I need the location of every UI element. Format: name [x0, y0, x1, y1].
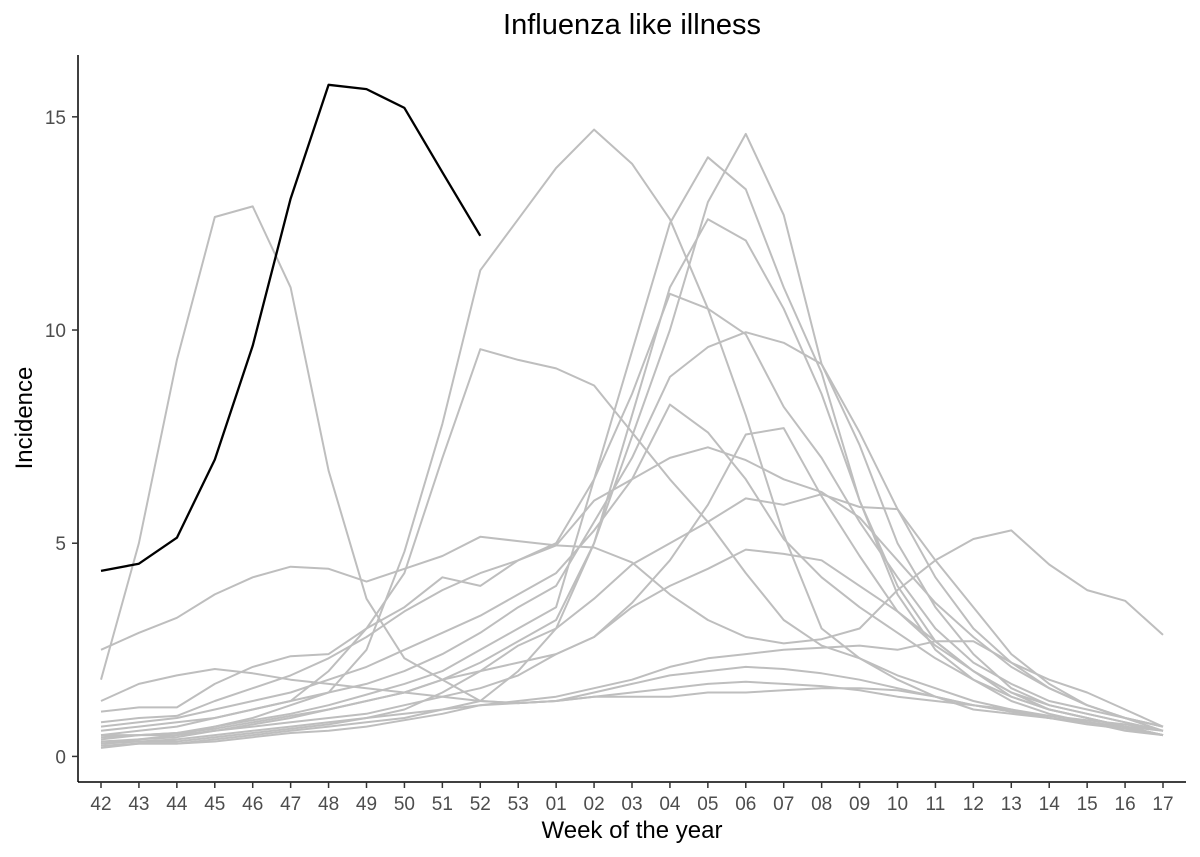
x-tick-label: 53	[508, 794, 529, 815]
x-tick-label: 44	[166, 794, 188, 815]
series-line	[100, 292, 1164, 728]
chart-title: Influenza like illness	[503, 9, 761, 41]
x-tick-label: 52	[470, 794, 491, 815]
series-line	[100, 640, 1164, 747]
x-tick-label: 01	[546, 794, 567, 815]
x-tick-label: 50	[394, 794, 415, 815]
x-tick-label: 16	[1115, 794, 1136, 815]
series-line	[100, 331, 1164, 732]
x-tick-label: 48	[318, 794, 339, 815]
x-tick-label: 08	[811, 794, 832, 815]
x-tick-label: 10	[887, 794, 908, 815]
series-line	[100, 529, 1164, 651]
y-tick-label: 0	[55, 747, 66, 768]
x-tick-label: 07	[773, 794, 794, 815]
x-tick-label: 46	[242, 794, 263, 815]
series-line	[100, 83, 482, 573]
x-tick-label: 02	[584, 794, 605, 815]
series-line	[100, 218, 1164, 743]
x-tick-label: 14	[1039, 794, 1061, 815]
y-tick-label: 15	[45, 108, 66, 129]
y-axis-label: Incidence	[11, 367, 38, 470]
y-tick-label: 5	[55, 534, 66, 555]
series-line	[100, 403, 1164, 737]
x-tick-label: 11	[926, 794, 946, 815]
series-line	[100, 348, 1164, 737]
x-tick-label: 47	[280, 794, 301, 815]
x-tick-label: 05	[697, 794, 718, 815]
x-axis-label: Week of the year	[542, 817, 723, 844]
series-line	[100, 128, 1164, 745]
series-line	[101, 548, 1164, 737]
x-tick-label: 51	[432, 794, 453, 815]
series-line	[100, 668, 1164, 732]
x-tick-label: 17	[1152, 794, 1173, 815]
y-tick-label: 10	[45, 321, 66, 342]
x-tick-label: 15	[1077, 794, 1098, 815]
x-tick-label: 42	[90, 794, 111, 815]
x-tick-label: 49	[356, 794, 377, 815]
x-tick-label: 45	[204, 794, 225, 815]
x-tick-label: 03	[621, 794, 642, 815]
x-tick-label: 12	[963, 794, 984, 815]
series-line	[100, 493, 1164, 745]
x-tick-label: 09	[849, 794, 870, 815]
series-line	[100, 132, 1164, 745]
x-tick-label: 13	[1001, 794, 1022, 815]
x-tick-label: 43	[128, 794, 149, 815]
series-line	[100, 156, 1164, 739]
x-tick-label: 06	[735, 794, 756, 815]
x-tick-label: 04	[659, 794, 681, 815]
